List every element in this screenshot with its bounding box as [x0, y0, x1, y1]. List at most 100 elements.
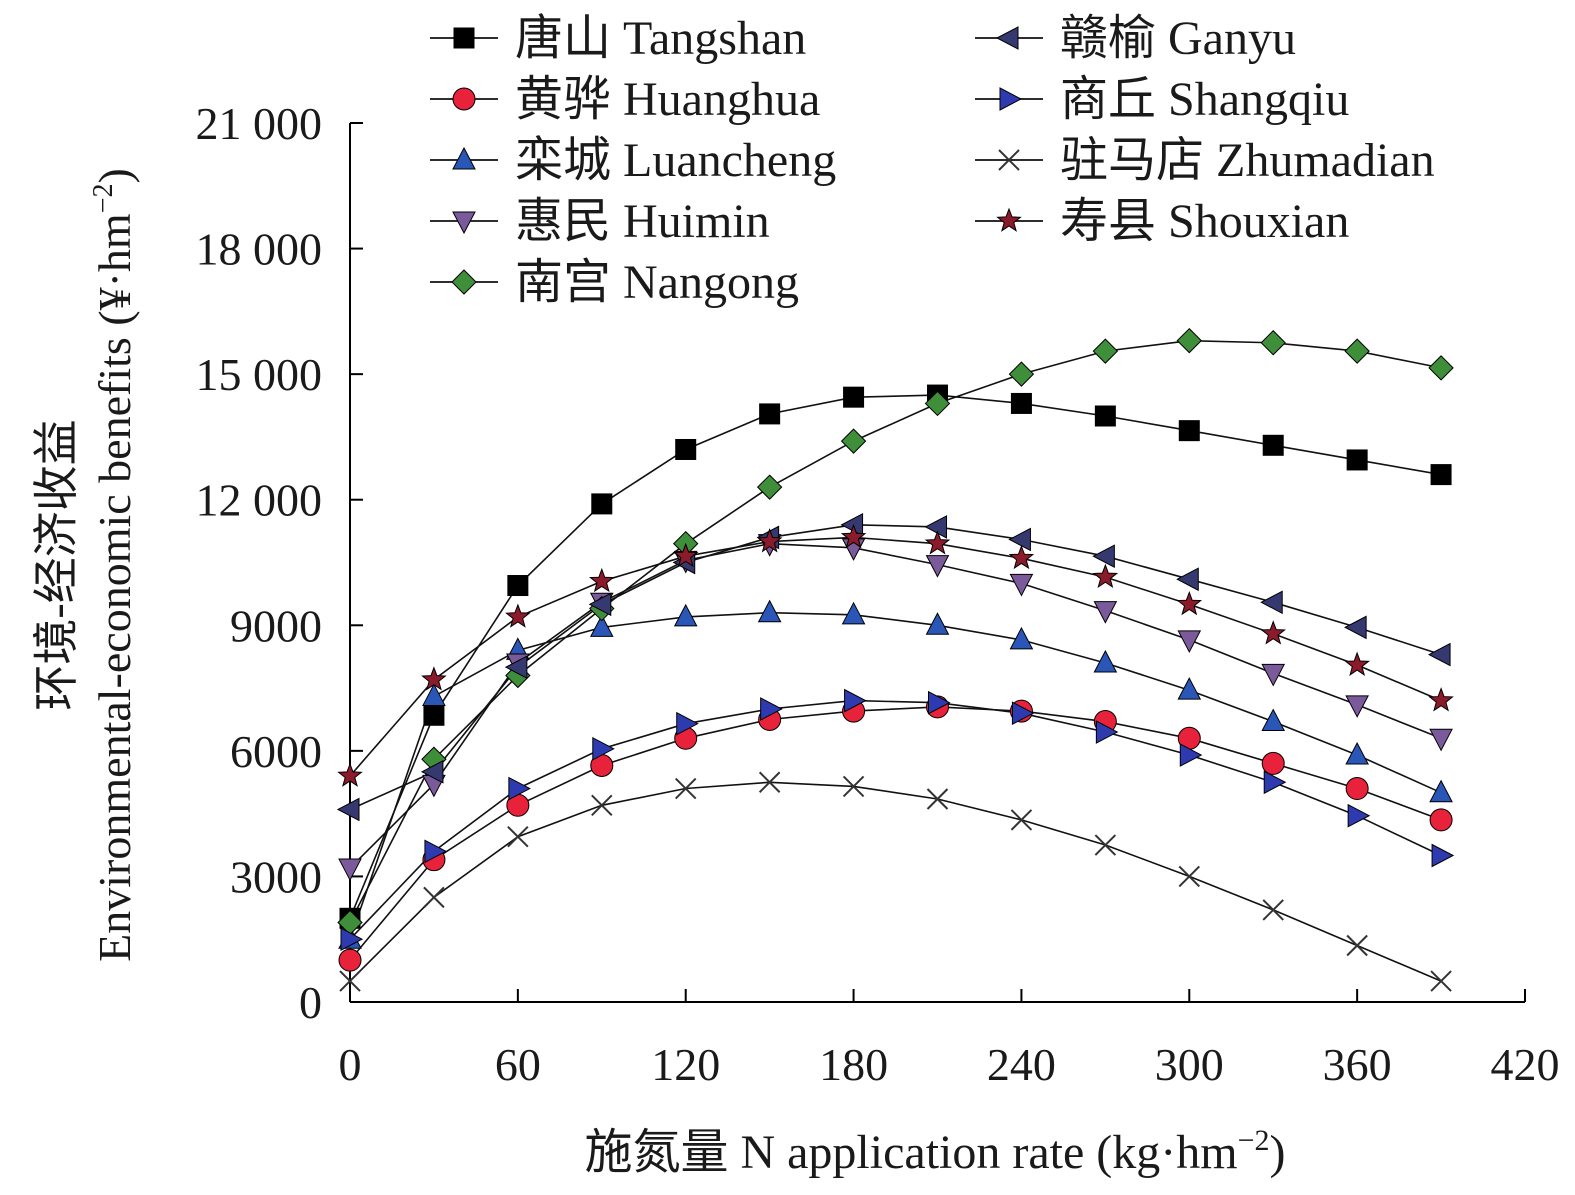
data-point	[1260, 590, 1283, 615]
y-tick-label: 6000	[230, 726, 322, 777]
legend-item: 南宫 Nangong	[430, 256, 799, 309]
data-point	[1345, 695, 1369, 718]
data-point	[423, 886, 445, 909]
data-point	[840, 523, 867, 549]
legend-item: 惠民 Huimin	[430, 195, 770, 248]
data-point	[1010, 392, 1032, 414]
data-point	[340, 927, 364, 952]
data-point	[1010, 809, 1033, 831]
data-point	[338, 948, 362, 972]
data-point	[1429, 808, 1453, 832]
data-point	[1092, 563, 1119, 589]
data-point	[591, 794, 613, 816]
data-point	[676, 711, 699, 736]
data-point	[422, 683, 446, 706]
series-markers-6	[340, 688, 1455, 952]
legend-marker	[995, 26, 1019, 50]
data-point	[1430, 970, 1452, 992]
x-tick-label: 60	[495, 1039, 541, 1090]
data-point	[1009, 573, 1034, 597]
data-point	[588, 592, 612, 617]
data-point	[1094, 834, 1117, 856]
legend-item: 驻马店 Zhumadian	[975, 134, 1435, 187]
legend-label: 栾城 Luancheng	[515, 134, 836, 187]
y-tick-label: 9000	[230, 600, 322, 651]
data-point	[1427, 642, 1451, 667]
data-point	[1009, 626, 1034, 650]
data-point	[1429, 779, 1453, 803]
y-tick-label: 21 000	[196, 98, 323, 149]
data-point	[1176, 567, 1199, 592]
series-line-4	[349, 339, 1442, 923]
data-point	[1344, 338, 1370, 364]
data-point	[756, 474, 783, 500]
y-axis-label-cn: 环境-经济收益	[31, 419, 82, 710]
data-point	[589, 614, 614, 637]
data-point	[1263, 770, 1287, 795]
y-tick-label: 18 000	[196, 224, 323, 275]
legend-label: 赣榆 Ganyu	[1060, 12, 1296, 65]
data-point	[505, 603, 531, 628]
legend-marker	[999, 87, 1023, 111]
data-point	[1345, 741, 1369, 765]
legend: 唐山 Tangshan 黄骅 Huanghua 栾城 Luancheng 惠民 Hui…	[430, 12, 1435, 309]
series-markers-1	[338, 695, 1453, 972]
data-point	[1011, 701, 1035, 726]
y-tick-label: 12 000	[196, 475, 323, 526]
data-point	[424, 839, 448, 864]
series-markers-3	[338, 534, 1453, 882]
data-point	[757, 599, 782, 623]
data-point	[1092, 338, 1119, 364]
legend-label: 黄骅 Huanghua	[515, 73, 820, 126]
data-point	[840, 428, 867, 454]
legend-item: 唐山 Tangshan	[430, 12, 806, 65]
legend-marker	[453, 27, 475, 49]
data-point	[675, 438, 697, 460]
data-point	[1260, 330, 1286, 356]
x-axis-label-sup: −2	[1238, 1124, 1270, 1157]
data-point	[1261, 663, 1286, 687]
y-axis-label-en: Environmental-economic benefits (¥·hm−2)	[88, 168, 140, 962]
legend-marker	[996, 207, 1022, 232]
data-point	[756, 528, 783, 553]
data-point	[507, 575, 529, 597]
x-tick-label: 420	[1491, 1039, 1560, 1090]
series-markers	[336, 327, 1455, 992]
data-point	[592, 736, 615, 761]
legend-marker	[452, 211, 476, 235]
data-point	[504, 655, 528, 679]
data-point	[1008, 361, 1035, 387]
data-point	[591, 493, 613, 515]
series-markers-8	[337, 523, 1454, 787]
x-tick-label: 120	[651, 1039, 720, 1090]
legend-label: 驻马店 Zhumadian	[1060, 134, 1435, 187]
legend-item: 寿县 Shouxian	[975, 195, 1349, 248]
series-markers-4	[337, 327, 1454, 936]
legend-item: 赣榆 Ganyu	[975, 12, 1296, 65]
legend-label: 南宫 Nangong	[515, 256, 799, 309]
data-point	[1344, 651, 1370, 676]
data-point	[843, 386, 865, 408]
data-point	[844, 688, 867, 713]
legend-label: 惠民 Huimin	[515, 195, 770, 248]
data-point	[1428, 687, 1454, 712]
data-point	[925, 612, 950, 635]
x-tick-label: 0	[339, 1039, 362, 1090]
data-point	[1428, 355, 1454, 381]
data-point	[1346, 449, 1368, 471]
data-point	[337, 762, 363, 787]
legend-marker	[451, 269, 477, 295]
y-axis-label-sup: −2	[88, 183, 119, 213]
data-point	[423, 704, 445, 726]
series-line-1	[349, 706, 1442, 961]
series-line-3	[349, 542, 1442, 869]
y-tick-label: 3000	[230, 851, 322, 902]
data-point	[1177, 677, 1202, 700]
data-point	[1176, 590, 1203, 616]
data-point	[1177, 630, 1202, 654]
data-point	[1261, 751, 1285, 775]
data-point	[1346, 934, 1368, 957]
series-line-7	[349, 781, 1442, 982]
series-lines	[349, 339, 1442, 982]
